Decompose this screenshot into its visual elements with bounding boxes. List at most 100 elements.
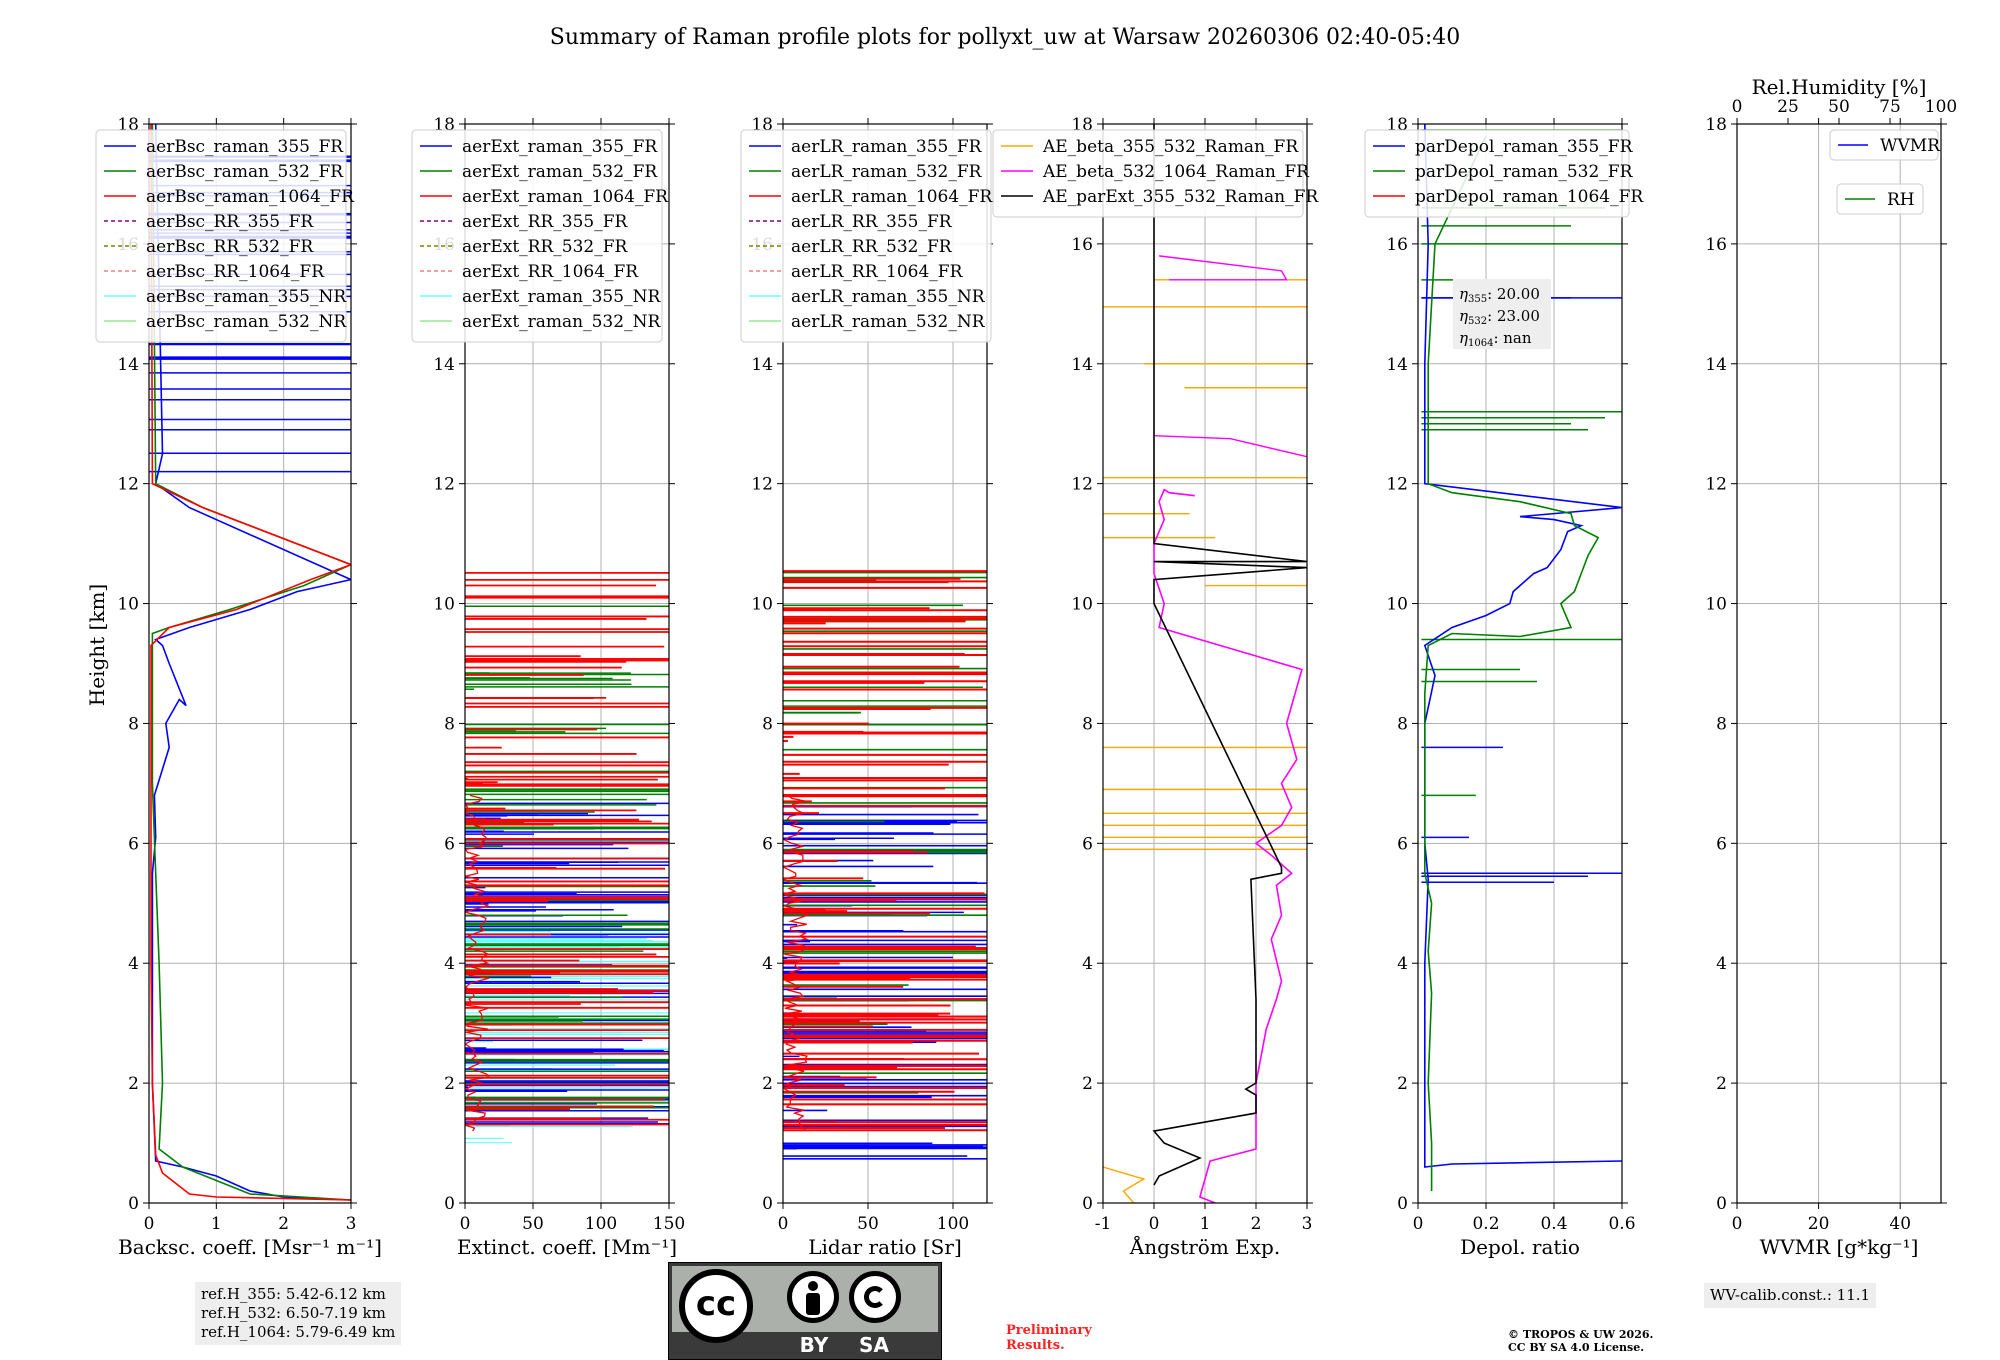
legend-box xyxy=(1364,129,1630,218)
legend-label: aerExt_raman_532_NR xyxy=(462,312,661,332)
y-tick-label: 0 xyxy=(128,1194,139,1214)
eta-1064: η1064: nan xyxy=(1459,329,1532,349)
ref-heights-box: ref.H_355: 5.42-6.12 km ref.H_532: 6.50-… xyxy=(195,1282,402,1345)
legend-label: aerBsc_raman_532_FR xyxy=(146,162,344,182)
x-tick-label: 1 xyxy=(1200,1214,1211,1234)
x-axis-label: Extinct. coeff. [Mm⁻¹] xyxy=(457,1235,677,1259)
legend-label: aerBsc_RR_532_FR xyxy=(146,237,314,257)
legend-label: aerLR_raman_355_FR xyxy=(791,137,983,157)
panel-extinction: 050100150024681012141618Extinct. coeff. … xyxy=(411,115,685,1259)
y-tick-label: 14 xyxy=(117,355,139,375)
legend-label: aerExt_raman_532_FR xyxy=(462,162,658,182)
data-layer xyxy=(1103,124,1307,1203)
y-tick-label: 0 xyxy=(1397,1194,1408,1214)
y-tick-label: 2 xyxy=(1397,1074,1408,1094)
top-x-tick-label: 25 xyxy=(1777,97,1799,117)
chart-title: Summary of Raman profile plots for polly… xyxy=(550,25,1460,50)
y-tick-label: 12 xyxy=(117,475,139,495)
panels: 0123024681012141618Backsc. coeff. [Msr⁻¹… xyxy=(95,75,1957,1259)
y-tick-label: 8 xyxy=(1082,714,1093,734)
legend: aerBsc_raman_355_FR aerBsc_raman_532_FRae… xyxy=(95,129,355,343)
legend: aerLR_raman_355_FR aerLR_raman_532_FR aerL… xyxy=(740,129,993,343)
y-tick-label: 18 xyxy=(1705,115,1727,135)
y-tick-label: 4 xyxy=(1716,954,1727,974)
ref-height-1064: ref.H_1064: 5.79-6.49 km xyxy=(201,1323,396,1341)
plot-frame xyxy=(464,123,670,1204)
legend-label: WVMR xyxy=(1880,136,1941,156)
legend-box xyxy=(992,129,1304,218)
x-tick-label: 0 xyxy=(460,1214,471,1234)
near-range-profile xyxy=(783,794,809,1132)
legend-label: aerBsc_RR_355_FR xyxy=(146,212,314,232)
cc-sa-label: SA xyxy=(859,1333,889,1357)
y-tick-label: 12 xyxy=(751,475,773,495)
y-tick-label: 2 xyxy=(1082,1074,1093,1094)
preliminary-line-1: Preliminary xyxy=(1006,1323,1092,1338)
legend-label: aerExt_RR_1064_FR xyxy=(462,262,639,282)
x-tick-label: 50 xyxy=(857,1214,879,1234)
y-tick-label: 6 xyxy=(1716,834,1727,854)
legend-label: parDepol_raman_355_FR xyxy=(1415,137,1634,157)
y-tick-label: 14 xyxy=(433,355,455,375)
y-tick-label: 16 xyxy=(1071,235,1093,255)
copyright-line-2: CC BY SA 4.0 License. xyxy=(1508,1341,1645,1354)
y-tick-label: 8 xyxy=(444,714,455,734)
x-axis-label: Lidar ratio [Sr] xyxy=(808,1235,962,1259)
legend-box xyxy=(740,129,992,343)
series-line-AE_beta_532_1064_Raman_FR xyxy=(1153,488,1303,1203)
legend-label: aerExt_raman_355_FR xyxy=(462,137,658,157)
y-tick-label: 6 xyxy=(444,834,455,854)
x-tick-label: 0.4 xyxy=(1540,1214,1567,1234)
plot-frame xyxy=(1417,123,1623,1204)
ref-height-355: ref.H_355: 5.42-6.12 km xyxy=(201,1285,386,1303)
y-tick-label: 8 xyxy=(128,714,139,734)
legend-label: aerExt_RR_355_FR xyxy=(462,212,628,232)
series-line-aerBsc_raman_1064_FR xyxy=(150,124,351,1201)
eta-355: η355: 20.00 xyxy=(1459,285,1540,305)
y-tick-label: 4 xyxy=(762,954,773,974)
legend-label: aerLR_RR_355_FR xyxy=(791,212,953,232)
legend-label: parDepol_raman_1064_FR xyxy=(1415,187,1644,207)
ae-355-532-surface xyxy=(1103,1166,1146,1203)
x-axis-label: Backsc. coeff. [Msr⁻¹ m⁻¹] xyxy=(118,1235,382,1259)
legend: AE_beta_355_532_Raman_FR AE_beta_532_1064… xyxy=(992,129,1319,218)
series-line-parDepol_raman_532_FR xyxy=(1424,135,1600,1191)
ae-532-1064-segment xyxy=(1153,435,1307,458)
x-tick-label: 100 xyxy=(585,1214,617,1234)
preliminary-line-2: Results. xyxy=(1006,1338,1065,1353)
x-tick-label: 1 xyxy=(211,1214,222,1234)
plot-frame xyxy=(148,123,352,1204)
wv-calib-box: WV-calib.const.: 11.1 xyxy=(1704,1283,1877,1308)
copyright-note: © TROPOS & UW 2026. CC BY SA 4.0 License… xyxy=(1508,1328,1653,1354)
top-x-tick-label: 0 xyxy=(1732,97,1743,117)
eta-532: η532: 23.00 xyxy=(1459,307,1540,327)
y-tick-label: 10 xyxy=(1386,595,1408,615)
near-range-profile xyxy=(465,794,491,1132)
y-tick-label: 12 xyxy=(433,475,455,495)
y-tick-label: 12 xyxy=(1071,475,1093,495)
series-line-parDepol_raman_355_FR xyxy=(1423,124,1622,1168)
legend-label: AE_beta_532_1064_Raman_FR xyxy=(1042,162,1310,182)
x-tick-label: 0.6 xyxy=(1608,1214,1635,1234)
preliminary-note: Preliminary Results. xyxy=(1006,1323,1092,1353)
y-tick-label: 0 xyxy=(1716,1194,1727,1214)
legend: aerExt_raman_355_FR aerExt_raman_532_FRae… xyxy=(411,129,669,343)
y-tick-label: 2 xyxy=(444,1074,455,1094)
legend-label: aerLR_raman_532_FR xyxy=(791,162,983,182)
x-tick-label: 0 xyxy=(1149,1214,1160,1234)
panel-backscatter: 0123024681012141618Backsc. coeff. [Msr⁻¹… xyxy=(95,115,382,1259)
x-tick-label: 40 xyxy=(1889,1214,1911,1234)
cc-license-badge: cc BY SA xyxy=(668,1262,942,1360)
legend: parDepol_raman_355_FR parDepol_raman_532_… xyxy=(1364,129,1644,218)
x-tick-label: 0.2 xyxy=(1472,1214,1499,1234)
cc-logo-icon: cc xyxy=(679,1269,753,1343)
y-tick-label: 14 xyxy=(1386,355,1408,375)
y-tick-label: 10 xyxy=(1071,595,1093,615)
top-x-tick-label: 75 xyxy=(1879,97,1901,117)
data-layer xyxy=(783,570,987,1160)
legend-box xyxy=(411,129,663,343)
y-tick-label: 12 xyxy=(1386,475,1408,495)
y-tick-label: 14 xyxy=(1705,355,1727,375)
x-tick-label: 0 xyxy=(144,1214,155,1234)
